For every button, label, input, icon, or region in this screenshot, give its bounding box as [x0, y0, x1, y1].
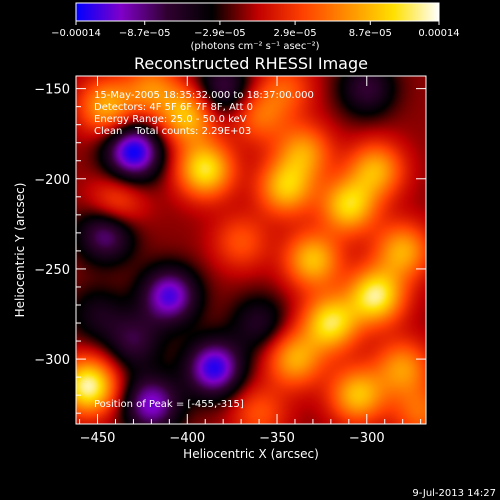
y-tick-label: −150	[34, 83, 70, 98]
y-tick-label: −250	[34, 263, 70, 278]
x-tick-label: −400	[169, 431, 205, 446]
colorbar-tick-label: −2.9e−05	[194, 28, 246, 39]
x-tick-label: −450	[80, 431, 116, 446]
y-tick-label: −300	[34, 353, 70, 368]
colorbar-unit-label: (photons cm⁻² s⁻¹ asec⁻²)	[190, 41, 319, 52]
chart-title: Reconstructed RHESSI Image	[134, 54, 368, 73]
colorbar-tick-label: 8.7e−05	[349, 28, 392, 39]
x-tick-label: −300	[349, 431, 385, 446]
x-tick-label: −350	[259, 431, 295, 446]
heatmap-image	[76, 76, 426, 424]
colorbar-tick-label: −0.00014	[51, 28, 101, 39]
colorbar-tick-label: −8.7e−05	[119, 28, 171, 39]
annotation-detectors: Detectors: 4F 5F 6F 7F 8F, Att 0	[94, 102, 253, 113]
annotation-peak-position: Position of Peak = [-455,-315]	[94, 399, 244, 410]
y-axis: −300 −250 −200 −150	[34, 83, 426, 414]
annotation-energy: Energy Range: 25.0 - 50.0 keV	[94, 114, 247, 125]
annotation-time-range: 15-May-2005 18:35:32.000 to 18:37:00.000	[94, 90, 314, 101]
plot-frame	[75, 75, 427, 425]
y-tick-label: −200	[34, 173, 70, 188]
colorbar-ticks: −0.00014 −8.7e−05 −2.9e−05 2.9e−05 8.7e−05 0.…	[51, 21, 460, 39]
x-axis-label: Heliocentric X (arcsec)	[183, 447, 319, 461]
y-axis-label: Heliocentric Y (arcsec)	[13, 183, 27, 318]
colorbar	[75, 2, 440, 22]
annotation-clean: Clean Total counts: 2.29E+03	[94, 126, 251, 137]
x-axis: −450 −400 −350 −300	[79, 76, 422, 446]
colorbar-tick-label: 2.9e−05	[274, 28, 317, 39]
timestamp: 9-Jul-2013 14:27	[412, 488, 496, 499]
colorbar-tick-label: 0.00014	[418, 28, 459, 39]
